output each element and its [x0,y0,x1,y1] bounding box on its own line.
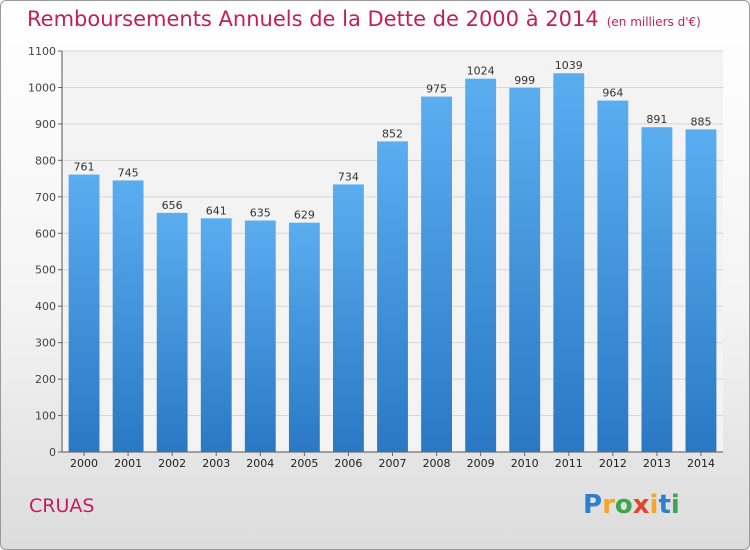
x-tick-label: 2008 [423,457,451,470]
chart-title: Remboursements Annuels de la Dette de 20… [27,7,701,31]
x-tick-label: 2000 [70,457,98,470]
bar [421,96,452,453]
y-tick-label: 1000 [28,81,56,94]
bar [68,174,100,452]
data-label: 635 [250,207,271,220]
x-tick-label: 2012 [599,457,627,470]
chart-title-text: Remboursements Annuels de la Dette de 20… [27,7,599,31]
x-tick-label: 2011 [555,457,583,470]
data-label: 656 [162,199,183,212]
data-label: 629 [294,209,315,222]
logo-letter: i [649,490,659,520]
y-tick-label: 600 [35,227,56,240]
data-label: 1039 [555,59,583,72]
bar [597,100,629,452]
logo-letter: x [632,490,650,520]
bar [288,222,320,452]
y-tick-label: 500 [35,264,56,277]
y-tick-label: 300 [35,337,56,350]
logo-letter: r [602,490,615,520]
chart-unit: (en milliers d'€) [606,15,701,29]
x-tick-label: 2014 [687,457,715,470]
x-tick-label: 2005 [290,457,318,470]
logo-letter: t [658,490,671,520]
x-tick-label: 2003 [202,457,230,470]
data-label: 964 [602,87,623,100]
x-tick-label: 2006 [334,457,362,470]
x-tick-label: 2010 [511,457,539,470]
data-label: 885 [690,115,711,128]
data-label: 852 [382,127,403,140]
bar [112,180,144,452]
commune-name: CRUAS [29,495,95,517]
y-tick-label: 200 [35,373,56,386]
proxiti-logo: Proxiti [583,490,680,520]
data-label: 999 [514,74,535,87]
bar [377,141,408,452]
y-tick-label: 700 [35,191,56,204]
bar [156,212,188,452]
x-tick-label: 2002 [158,457,186,470]
data-label: 975 [426,83,447,96]
bar [465,78,497,453]
data-label: 891 [646,113,667,126]
bar [509,87,541,452]
logo-letter: P [583,490,603,520]
x-tick-label: 2007 [379,457,407,470]
x-tick-label: 2013 [643,457,671,470]
data-label: 745 [118,166,139,179]
bar [553,73,585,452]
x-tick-label: 2004 [246,457,274,470]
y-tick-label: 400 [35,300,56,313]
bar [641,127,673,452]
y-tick-label: 900 [35,118,56,131]
logo-letter: o [614,490,633,520]
data-label: 761 [74,161,95,174]
bar [244,220,276,452]
logo-letter: i [670,490,680,520]
x-tick-label: 2001 [114,457,142,470]
data-label: 734 [338,170,359,183]
x-tick-label: 2009 [467,457,495,470]
data-label: 641 [206,204,227,217]
bar [685,129,717,453]
y-tick-label: 0 [49,446,56,459]
bar [200,218,232,452]
y-tick-label: 1100 [28,45,56,58]
bar [333,184,364,452]
y-tick-label: 800 [35,154,56,167]
y-tick-label: 100 [35,410,56,423]
data-label: 1024 [467,65,495,78]
